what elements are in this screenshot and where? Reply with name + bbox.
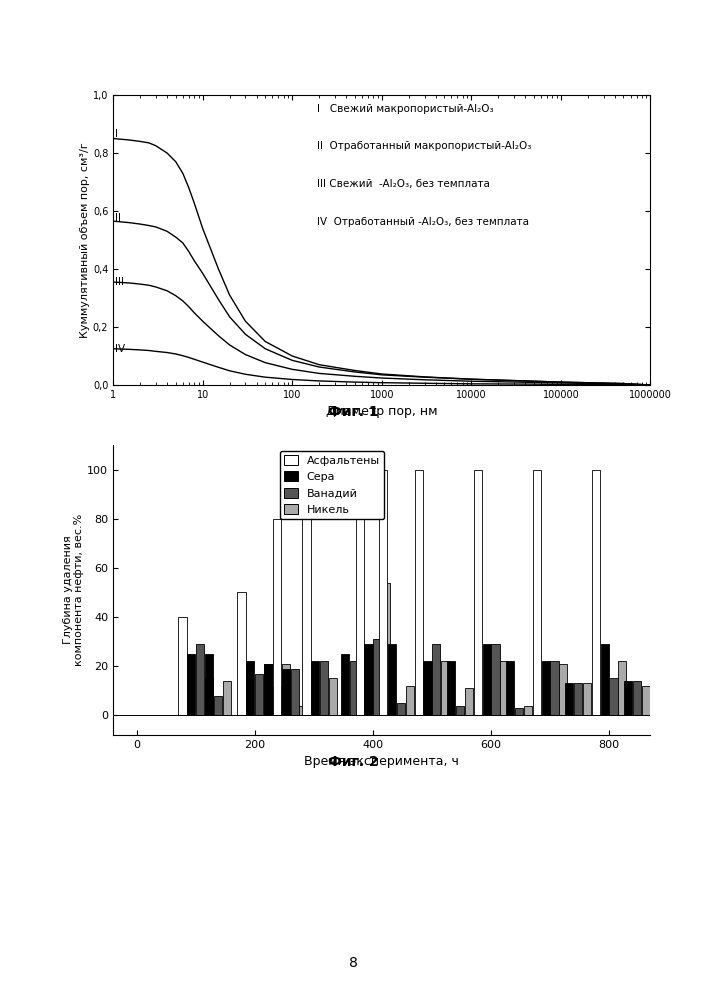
Y-axis label: Глубина удаления
компонента нефти, вес.%: Глубина удаления компонента нефти, вес.% [63, 514, 84, 666]
Bar [619, 661, 626, 715]
Bar [187, 654, 195, 715]
Bar [238, 592, 245, 715]
Bar [464, 688, 473, 715]
Bar [358, 681, 367, 715]
Text: II  Отработанный макропористый-Al₂O₃: II Отработанный макропористый-Al₂O₃ [317, 141, 532, 151]
Bar [205, 678, 213, 715]
Bar [300, 706, 308, 715]
Bar [642, 686, 650, 715]
Bar [532, 470, 541, 715]
Bar [574, 683, 582, 715]
Bar [379, 470, 387, 715]
Bar [506, 661, 514, 715]
Bar [214, 696, 222, 715]
Bar [592, 470, 600, 715]
Y-axis label: Куммулятивный объем пор, см³/г: Куммулятивный объем пор, см³/г [80, 142, 90, 338]
Bar [196, 644, 204, 715]
Bar [491, 644, 500, 715]
Bar [264, 664, 272, 715]
Bar [565, 683, 573, 715]
Text: Фиг. 2: Фиг. 2 [328, 755, 379, 769]
Bar [388, 644, 396, 715]
Bar [282, 664, 290, 715]
Bar [291, 669, 299, 715]
Bar [583, 683, 591, 715]
Bar [501, 661, 508, 715]
Bar [341, 654, 349, 715]
Bar [474, 470, 481, 715]
Legend: Асфальтены, Сера, Ванадий, Никель: Асфальтены, Сера, Ванадий, Никель [280, 451, 384, 519]
Text: I: I [115, 129, 118, 139]
Bar [273, 519, 281, 715]
Bar [447, 661, 455, 715]
Bar [303, 477, 310, 715]
Bar [320, 661, 328, 715]
Bar [414, 470, 423, 715]
Bar [364, 644, 373, 715]
Text: III: III [115, 277, 124, 287]
Bar [255, 674, 263, 715]
Bar [223, 681, 231, 715]
Bar [406, 686, 414, 715]
Bar [205, 654, 213, 715]
X-axis label: Диаметр пор, нм: Диаметр пор, нм [326, 405, 438, 418]
Bar [624, 681, 632, 715]
Bar [482, 644, 491, 715]
Bar [329, 678, 337, 715]
Bar [432, 644, 440, 715]
Bar [456, 706, 464, 715]
Bar [609, 678, 618, 715]
Bar [559, 664, 568, 715]
Bar [273, 686, 281, 715]
Bar [441, 661, 450, 715]
Bar [264, 664, 272, 715]
Text: Фиг. 1: Фиг. 1 [328, 405, 379, 419]
Bar [178, 617, 187, 715]
Text: 8: 8 [349, 956, 358, 970]
Bar [524, 706, 532, 715]
Bar [350, 661, 358, 715]
Bar [356, 472, 363, 715]
Bar [382, 583, 390, 715]
Bar [311, 661, 320, 715]
Text: IV  Отработанный -Al₂O₃, без темплата: IV Отработанный -Al₂O₃, без темплата [317, 217, 530, 227]
Text: II: II [115, 213, 121, 223]
Bar [246, 661, 255, 715]
X-axis label: Время эксперимента, ч: Время эксперимента, ч [304, 755, 460, 768]
Bar [515, 708, 523, 715]
Text: I   Свежий макропористый-Al₂O₃: I Свежий макропористый-Al₂O₃ [317, 104, 494, 114]
Text: IV: IV [115, 344, 125, 354]
Bar [551, 661, 559, 715]
Bar [423, 661, 431, 715]
Bar [373, 639, 381, 715]
Bar [282, 669, 290, 715]
Text: III Свежий  -Al₂O₃, без темплата: III Свежий -Al₂O₃, без темплата [317, 179, 490, 189]
Bar [601, 644, 609, 715]
Bar [633, 681, 641, 715]
Bar [542, 661, 550, 715]
Bar [397, 703, 405, 715]
